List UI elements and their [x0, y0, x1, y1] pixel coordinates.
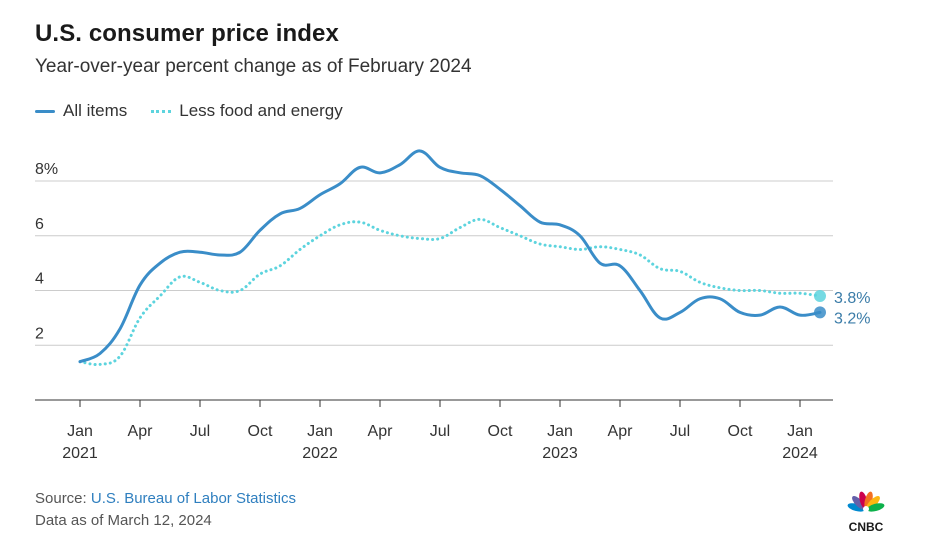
chart-title: U.S. consumer price index: [35, 20, 339, 47]
legend: All items Less food and energy: [35, 101, 367, 121]
x-tick-label-year: 2024: [782, 445, 818, 462]
end-label-core: 3.8%: [834, 290, 870, 307]
x-tick-label-year: 2023: [542, 445, 578, 462]
y-tick-label: 8%: [35, 161, 58, 178]
legend-item-all-items: All items: [35, 101, 127, 121]
chart-subtitle: Year-over-year percent change as of Febr…: [35, 56, 472, 77]
data-date: Data as of March 12, 2024: [35, 512, 212, 529]
source-line: Source: U.S. Bureau of Labor Statistics: [35, 490, 296, 507]
x-tick-label-year: 2022: [302, 445, 338, 462]
x-tick-label-month: Jan: [547, 423, 573, 440]
y-tick-label: 6: [35, 216, 44, 233]
legend-swatch-all-items: [35, 109, 55, 113]
x-tick-label-month: Apr: [128, 423, 154, 440]
x-tick-label-month: Oct: [488, 423, 513, 440]
x-tick-label-month: Jul: [670, 423, 690, 440]
legend-label-core: Less food and energy: [179, 101, 343, 120]
x-tick-label-month: Oct: [248, 423, 273, 440]
x-tick-label-month: Jan: [787, 423, 813, 440]
end-label-all-items: 3.2%: [834, 310, 870, 327]
x-tick-label-month: Oct: [728, 423, 753, 440]
legend-label-all-items: All items: [63, 101, 128, 120]
x-tick-label-month: Apr: [368, 423, 394, 440]
cnbc-logo: CNBC: [847, 491, 885, 534]
legend-swatch-core: [151, 109, 172, 113]
x-tick-label-year: 2021: [62, 445, 98, 462]
x-tick-label-month: Jul: [430, 423, 450, 440]
y-tick-label: 2: [35, 325, 44, 342]
logo-text: CNBC: [849, 520, 884, 534]
end-marker-all-items: [814, 306, 826, 319]
y-tick-label: 4: [35, 271, 44, 288]
series-line-all-items: [78, 149, 822, 364]
series-line-core: [78, 217, 822, 367]
x-tick-label-month: Jan: [307, 423, 333, 440]
source-link[interactable]: U.S. Bureau of Labor Statistics: [90, 490, 296, 507]
source-prefix: Source:: [35, 490, 91, 507]
x-tick-label-month: Jul: [190, 423, 210, 440]
x-tick-label-month: Apr: [608, 423, 634, 440]
legend-item-core: Less food and energy: [151, 101, 343, 121]
end-marker-core: [814, 290, 826, 302]
x-tick-label-month: Jan: [67, 423, 93, 440]
line-chart: 2 4 6 8% Jan 2021 Apr Jul Oct Jan 2022 Apr Jul Oct Jan…: [35, 149, 870, 462]
